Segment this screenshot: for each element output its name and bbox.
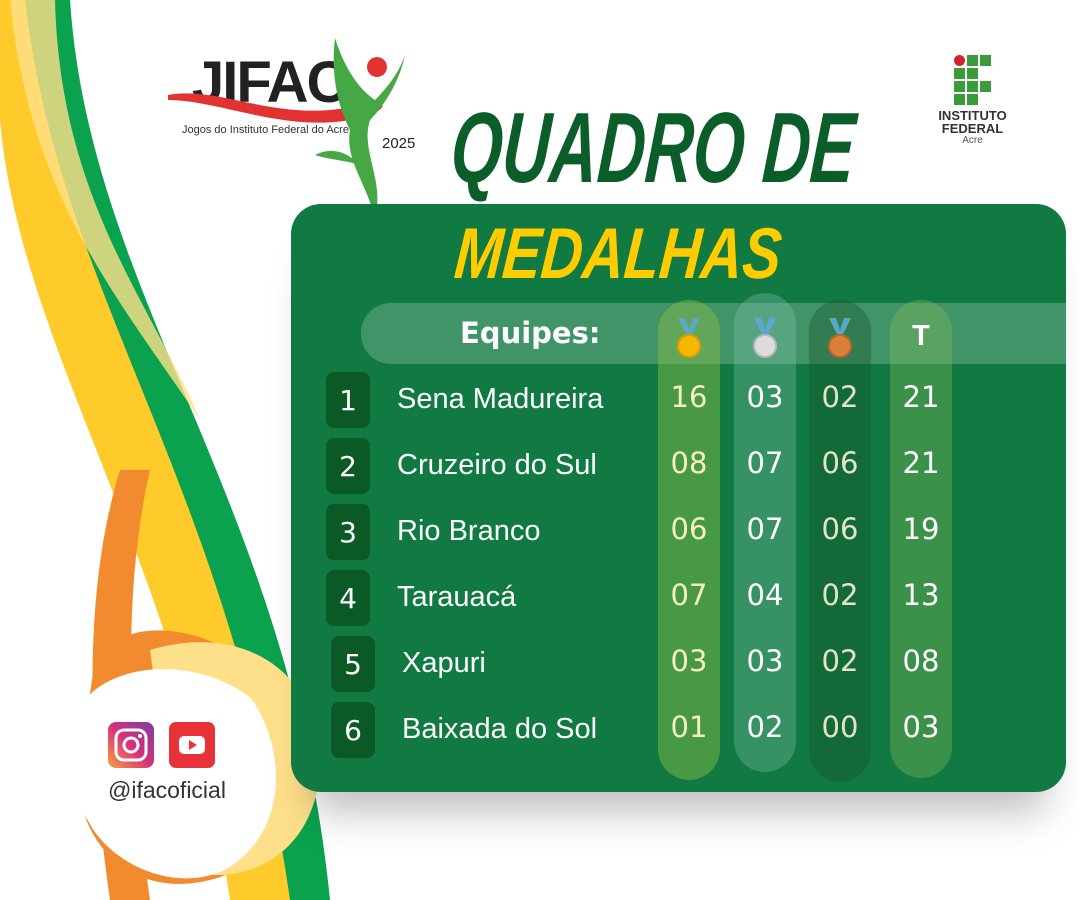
silver-count: 07 (746, 446, 784, 480)
bronze-count: 06 (821, 446, 859, 480)
team-name: Sena Madureira (397, 383, 604, 415)
gold-count: 08 (670, 446, 708, 480)
bronze-count: 02 (821, 644, 859, 678)
silver-count: 04 (746, 578, 784, 612)
gold-count: 07 (670, 578, 708, 612)
team-name: Baixada do Sol (402, 713, 598, 745)
bronze-count: 00 (821, 710, 859, 744)
silver-medal-icon (753, 318, 777, 358)
if-grid-icon (953, 55, 991, 105)
header-band (361, 303, 1080, 364)
total-count: 21 (902, 380, 940, 414)
total-count: 08 (902, 644, 940, 678)
title-line1: QUADRO DE (447, 92, 859, 204)
rank-badge: 3 (326, 504, 370, 560)
silver-count: 03 (746, 644, 784, 678)
silver-count: 03 (746, 380, 784, 414)
rank-badge: 1 (326, 372, 370, 428)
silver-count: 02 (746, 710, 784, 744)
instituto-federal-logo: INSTITUTO FEDERAL Acre (935, 55, 1010, 146)
total-count: 19 (902, 512, 940, 546)
team-name: Tarauacá (397, 581, 517, 613)
total-count: 03 (902, 710, 940, 744)
header-teams: Equipes: (460, 316, 601, 350)
rank-badge: 6 (331, 702, 375, 758)
gold-column (658, 300, 720, 780)
total-count: 13 (902, 578, 940, 612)
rank-badge: 2 (326, 438, 370, 494)
institution-line2: FEDERAL (941, 121, 1004, 136)
rank-badge: 4 (326, 570, 370, 626)
header-total: T (912, 320, 930, 352)
team-name: Xapuri (402, 647, 486, 679)
bronze-count: 06 (821, 512, 859, 546)
silver-column (734, 293, 796, 772)
logo-subtitle: Jogos do Instituto Federal do Acre (182, 124, 349, 136)
bronze-count: 02 (821, 380, 859, 414)
bronze-column (809, 300, 871, 782)
total-column (890, 300, 952, 778)
silver-count: 07 (746, 512, 784, 546)
logo-year: 2025 (382, 135, 415, 152)
team-name: Cruzeiro do Sul (397, 449, 597, 481)
gold-count: 16 (670, 380, 708, 414)
social-handle: @ifacoficial (108, 777, 226, 803)
gold-count: 01 (670, 710, 708, 744)
institution-line1: INSTITUTO (938, 108, 1007, 123)
bronze-count: 02 (821, 578, 859, 612)
bronze-medal-icon (828, 318, 852, 358)
gold-count: 06 (670, 512, 708, 546)
instagram-icon[interactable] (108, 722, 154, 768)
institution-line3: Acre (962, 135, 983, 146)
rank-badge: 5 (331, 636, 375, 692)
team-name: Rio Branco (397, 515, 541, 547)
gold-medal-icon (677, 318, 701, 358)
social-icons (108, 722, 215, 768)
total-count: 21 (902, 446, 940, 480)
medal-panel (291, 204, 1066, 792)
title-line2: MEDALHAS (451, 214, 785, 294)
gold-count: 03 (670, 644, 708, 678)
youtube-icon[interactable] (169, 722, 215, 768)
jifac-logo: JIFAC Jogos do Instituto Federal do Acre… (168, 38, 415, 218)
